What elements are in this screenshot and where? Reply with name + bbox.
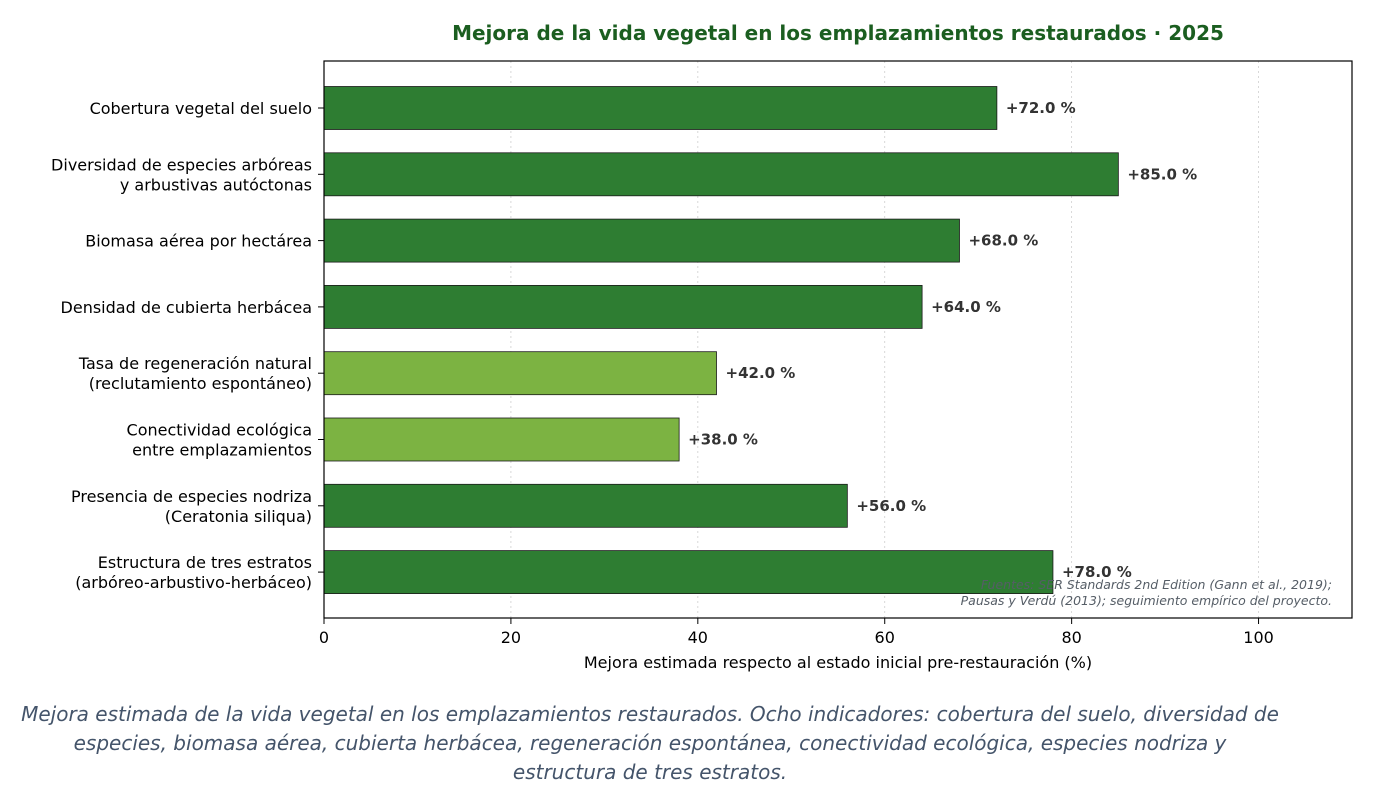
source-note: Fuentes: SER Standards 2nd Edition (Gann… xyxy=(961,577,1332,608)
bar xyxy=(323,483,848,528)
bar-chart: Mejora de la vida vegetal en los emplaza… xyxy=(51,21,1353,672)
x-tick-label: 80 xyxy=(1061,628,1081,647)
y-axis-ticks: Cobertura vegetal del suelo Diversidad de… xyxy=(51,99,324,592)
value-labels: +72.0 % +85.0 % +68.0 % +64.0 % +42.0 % +38.0… xyxy=(688,99,1197,581)
bar xyxy=(323,218,960,263)
y-tick-label: Biomasa aérea por hectárea xyxy=(85,232,312,251)
data-label: +42.0 % xyxy=(726,364,796,382)
x-tick-label: 100 xyxy=(1243,628,1274,647)
y-tick-label: Densidad de cubierta herbácea xyxy=(61,298,312,317)
plot-frame xyxy=(323,60,1353,619)
bar xyxy=(323,417,680,462)
y-tick-label: Presencia de especies nodriza (Ceratonia … xyxy=(71,487,312,526)
bar xyxy=(323,284,923,329)
grid-lines xyxy=(323,61,1259,618)
y-tick-label: Tasa de regeneración natural (reclutamien… xyxy=(78,354,312,393)
data-label: +38.0 % xyxy=(688,431,758,449)
y-tick-label: Conectividad ecológica entre emplazamient… xyxy=(127,421,312,460)
source-note-line: Pausas y Verdú (2013); seguimiento empír… xyxy=(961,593,1332,608)
data-label: +72.0 % xyxy=(1006,99,1076,117)
x-tick-label: 20 xyxy=(501,628,521,647)
data-label: +56.0 % xyxy=(856,497,926,515)
x-axis-ticks: 0 20 40 60 80 100 xyxy=(319,618,1274,647)
data-label: +78.0 % xyxy=(1062,563,1132,581)
bar xyxy=(323,550,1054,594)
bars xyxy=(323,86,1119,594)
bar xyxy=(323,351,717,396)
y-tick-label: Estructura de tres estratos (arbóreo-arbu… xyxy=(75,553,312,592)
bar xyxy=(323,152,1119,197)
x-tick-label: 40 xyxy=(688,628,708,647)
y-tick-label: Diversidad de especies arbóreas y arbusti… xyxy=(51,155,312,194)
data-label: +68.0 % xyxy=(968,232,1038,250)
bar xyxy=(323,86,998,130)
x-axis-label: Mejora estimada respecto al estado inici… xyxy=(584,653,1092,672)
x-tick-label: 60 xyxy=(875,628,895,647)
x-tick-label: 0 xyxy=(319,628,329,647)
data-label: +85.0 % xyxy=(1127,165,1197,183)
chart-title: Mejora de la vida vegetal en los emplaza… xyxy=(452,21,1224,45)
y-tick-label: Cobertura vegetal del suelo xyxy=(90,99,312,118)
data-label: +64.0 % xyxy=(931,298,1001,316)
source-note-line: Fuentes: SER Standards 2nd Edition (Gann… xyxy=(981,577,1332,592)
figure-caption: Mejora estimada de la vida vegetal en lo… xyxy=(21,702,1279,784)
